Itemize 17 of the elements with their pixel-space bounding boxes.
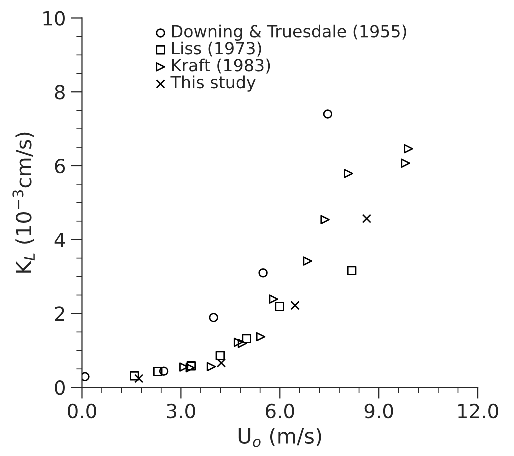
y-axis-title: K$_{L}$ (10$^{−3}$cm/s) [12,132,35,273]
y-tick-label: 4 [54,233,66,248]
y-tick-label: 10 [44,11,65,26]
x-tick-label: 12.0 [458,404,498,419]
y-tick-label: 8 [55,85,65,100]
legend-label: Liss (1973) [172,42,262,57]
x-tick-label: 3.0 [167,404,196,419]
x-tick-label: 9.0 [364,404,394,419]
legend-label: This study [170,76,256,92]
legend-label: Downing & Truesdale (1955) [172,24,406,42]
legend-label: Kraft (1983) [172,58,270,74]
y-tick-label: 6 [55,158,66,174]
y-tick-label: 2 [55,306,64,322]
x-tick-label: 6.0 [266,404,294,419]
y-tick-label: 0 [55,380,65,396]
x-axis-title: U$_{o}$ (m/s) [238,428,322,448]
x-tick-label: 0.0 [68,404,96,419]
